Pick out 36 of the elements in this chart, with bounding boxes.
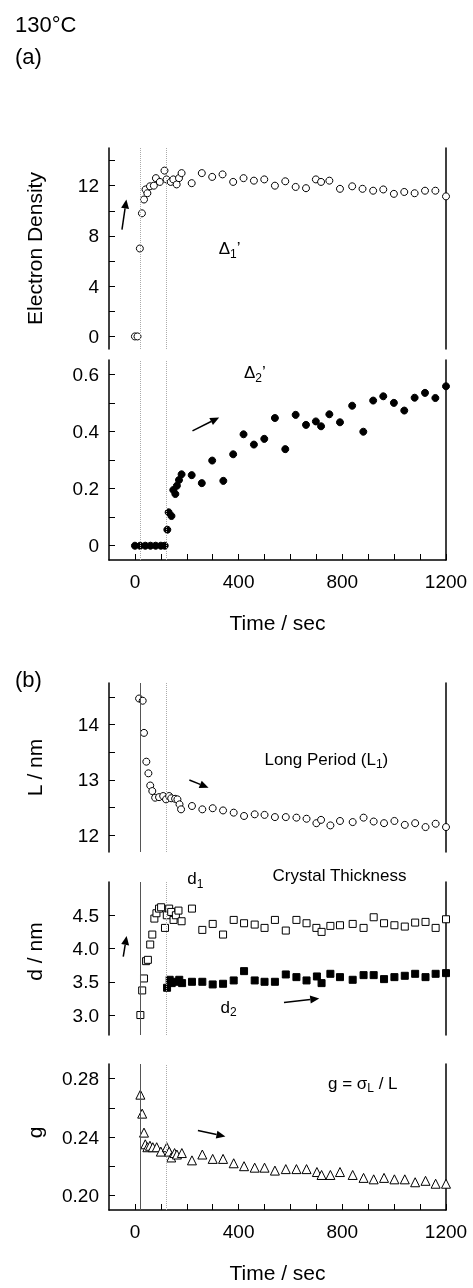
- x-tick-label: 400: [222, 1221, 255, 1242]
- x-axis-title: Time / sec: [229, 1261, 326, 1284]
- y-tick-label: 0.6: [72, 363, 99, 385]
- x-tick-label: 800: [326, 1221, 359, 1242]
- y-axis-title: Electron Density: [22, 171, 46, 325]
- chart-title: 130°C: [15, 11, 77, 37]
- x-axis-title: Time / sec: [229, 611, 326, 634]
- annotation: Crystal Thickness: [272, 865, 407, 885]
- y-tick-label: 4.0: [72, 938, 99, 960]
- chart-title: (b): [15, 666, 42, 692]
- x-tick-label: 1200: [424, 1221, 468, 1242]
- y-tick-label: 0.20: [62, 1184, 99, 1206]
- y-tick-label: 0: [88, 325, 99, 347]
- y-axis-title: g: [22, 1126, 46, 1139]
- x-tick-label: 800: [326, 571, 359, 592]
- y-tick-label: 13: [77, 769, 99, 791]
- y-tick-label: 0: [88, 535, 99, 557]
- y-tick-label: 3.0: [72, 1004, 99, 1026]
- y-tick-label: 12: [77, 824, 99, 846]
- y-tick-label: 0.4: [72, 420, 100, 442]
- chart-subtitle: (a): [15, 43, 42, 69]
- x-tick-label: 0: [129, 1221, 141, 1242]
- y-tick-label: 12: [77, 175, 99, 197]
- x-tick-label: 400: [222, 571, 255, 592]
- y-tick-label: 8: [88, 225, 99, 247]
- y-tick-label: 0.28: [62, 1068, 99, 1090]
- y-tick-label: 0.2: [72, 478, 99, 500]
- y-axis-title: L / nm: [22, 738, 46, 797]
- y-tick-label: 4: [88, 275, 100, 297]
- y-tick-label: 4.5: [72, 904, 99, 926]
- x-tick-label: 0: [129, 571, 141, 592]
- x-tick-label: 1200: [424, 571, 468, 592]
- y-axis-title: d / nm: [22, 922, 46, 981]
- y-tick-label: 14: [77, 714, 100, 736]
- y-tick-label: 3.5: [72, 971, 99, 993]
- y-tick-label: 0.24: [62, 1126, 100, 1148]
